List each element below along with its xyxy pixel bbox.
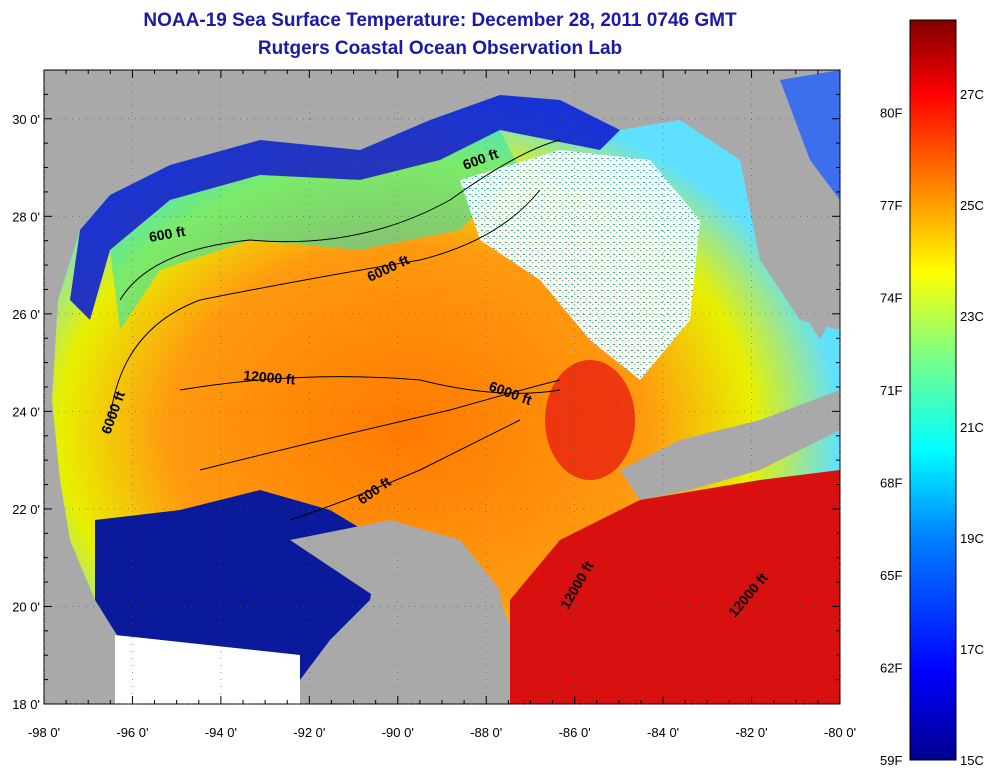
colorbar-f-label: 71F — [880, 383, 902, 398]
atlantic-water — [780, 70, 840, 200]
cuba — [620, 390, 840, 500]
lon-tick-label: -82 0' — [735, 725, 767, 740]
northern-coastal-cold-water — [70, 95, 620, 320]
lat-tick-label: 28 0' — [12, 209, 40, 224]
contour-12000ft — [179, 376, 561, 394]
colorbar-f-label: 77F — [880, 198, 902, 213]
lat-tick-label: 26 0' — [12, 307, 40, 322]
lon-tick-label: -90 0' — [382, 725, 414, 740]
lon-tick-label: -86 0' — [559, 725, 591, 740]
yucatan-peninsula — [290, 520, 510, 704]
lat-tick-label: 22 0' — [12, 502, 40, 517]
lat-tick-label: 18 0' — [12, 697, 40, 712]
map-axes: -98 0' -96 0' -94 0' -92 0' -90 0' -88 0' -86 … — [12, 69, 856, 740]
colorbar-f-label: 80F — [880, 106, 902, 121]
cloud-cover — [460, 150, 700, 380]
contour-600ft-north — [119, 139, 561, 301]
colorbar-c-label: 15C — [960, 753, 984, 768]
lat-tick-label: 20 0' — [12, 599, 40, 614]
colorbar-c-label: 27C — [960, 87, 984, 102]
northern-shelf-water — [110, 130, 520, 330]
contour-label: 12000 ft — [243, 367, 297, 388]
lon-tick-label: -94 0' — [205, 725, 237, 740]
lon-tick-label: -92 0' — [293, 725, 325, 740]
colorbar-c-label: 21C — [960, 420, 984, 435]
map-title: NOAA-19 Sea Surface Temperature: Decembe… — [143, 10, 737, 31]
lon-tick-label: -80 0' — [824, 725, 856, 740]
loop-current — [545, 360, 635, 480]
colorbar-c-label: 19C — [960, 531, 984, 546]
colorbar-f-label: 68F — [880, 476, 902, 491]
colorbar-f-label: 59F — [880, 753, 902, 768]
map-subtitle: Rutgers Coastal Ocean Observation Lab — [257, 38, 623, 59]
colorbar-c-label: 23C — [960, 309, 984, 324]
colorbar-labels: 80F 77F 74F 71F 68F 65F 62F 59F 27C 25C 23C 21C 19C 1… — [880, 87, 984, 768]
colorbar-c-label: 25C — [960, 198, 984, 213]
colorbar-c-label: 17C — [960, 642, 984, 657]
temperature-colorbar — [909, 19, 957, 761]
contour-6000ft-south — [199, 379, 561, 471]
colorbar-f-label: 74F — [880, 291, 902, 306]
lon-tick-label: -88 0' — [470, 725, 502, 740]
contour-600ft-south — [289, 419, 521, 521]
contour-label: 600 ft — [148, 223, 187, 245]
lon-tick-label: -98 0' — [28, 725, 60, 740]
lon-tick-label: -84 0' — [647, 725, 679, 740]
lat-tick-label: 24 0' — [12, 404, 40, 419]
sst-image — [44, 70, 840, 704]
colorbar-f-label: 62F — [880, 661, 902, 676]
lat-tick-label: 30 0' — [12, 112, 40, 127]
contour-6000ft-north — [109, 189, 541, 421]
colorbar-f-label: 65F — [880, 568, 902, 583]
no-data-area — [115, 635, 300, 704]
lon-tick-label: -96 0' — [116, 725, 148, 740]
caribbean-warm-water — [510, 470, 840, 704]
